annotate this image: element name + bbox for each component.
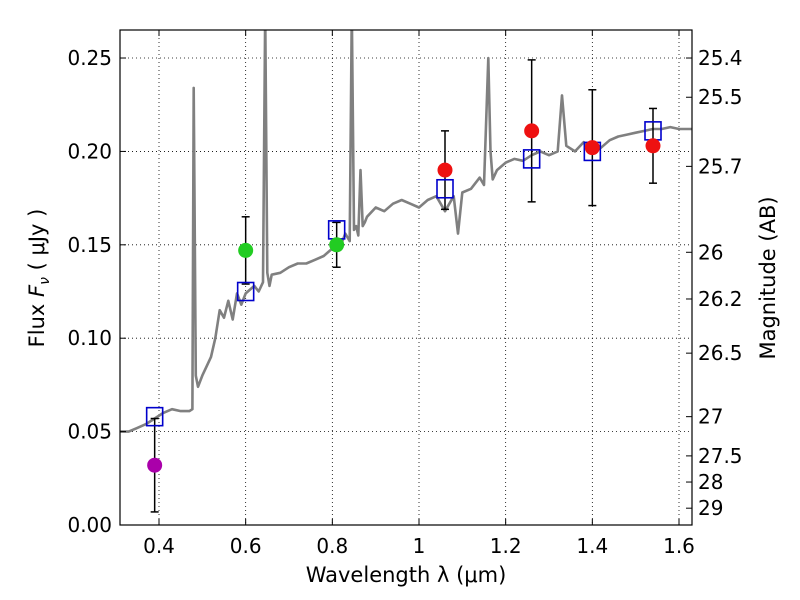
y2-tick-label: 26	[698, 240, 723, 264]
y2-tick-label: 25.5	[698, 85, 743, 109]
grid-lines	[120, 30, 692, 526]
y-axis: 0.00 0.05 0.10 0.15 0.20 0.25	[67, 46, 126, 537]
x-tick-label: 1.6	[663, 534, 695, 558]
y2-tick-label: 27.5	[698, 444, 743, 468]
model-spectrum-line	[120, 30, 692, 433]
model-band-square	[145, 406, 164, 427]
plot-area	[120, 30, 692, 513]
plot-frame	[119, 29, 693, 526]
x-tick-label: 0.6	[230, 534, 262, 558]
y2-tick-label: 25.4	[698, 46, 743, 70]
observed-point	[238, 242, 254, 258]
observed-point	[329, 237, 345, 253]
y2-tick-label: 28	[698, 470, 723, 494]
y2-tick-label: 26.2	[698, 287, 743, 311]
y-axis-title: Flux Fν ( μJy )	[25, 209, 53, 348]
model-band-square	[522, 149, 541, 169]
x-tick-label: 1	[413, 534, 426, 558]
x-tick-label: 0.4	[143, 534, 175, 558]
y2-tick-label: 26.5	[698, 341, 743, 365]
observed-point	[524, 123, 540, 139]
model-band-square	[436, 178, 454, 199]
y-tick-label: 0.25	[67, 46, 112, 70]
y-tick-label: 0.00	[67, 513, 112, 537]
y2-tick-label: 25.7	[698, 154, 743, 178]
x-axis: 0.4 0.6 0.8 1 1.2 1.4 1.6	[143, 30, 695, 558]
observed-point	[584, 140, 600, 156]
y-tick-label: 0.05	[67, 420, 112, 444]
x-tick-label: 0.8	[316, 534, 348, 558]
y2-axis-title: Magnitude (AB)	[756, 196, 780, 359]
observed-point	[645, 138, 661, 154]
x-axis-title: Wavelength λ (μm)	[306, 563, 507, 587]
y2-tick-label: 27	[698, 405, 723, 429]
observed-point	[437, 162, 453, 178]
y2-tick-label: 29	[698, 496, 723, 520]
x-tick-label: 1.2	[490, 534, 522, 558]
y-tick-label: 0.10	[67, 326, 112, 350]
y-tick-label: 0.15	[67, 233, 112, 257]
y-tick-label: 0.20	[67, 139, 112, 163]
observed-point	[147, 457, 163, 473]
x-tick-label: 1.4	[576, 534, 608, 558]
model-band-square	[236, 281, 255, 302]
